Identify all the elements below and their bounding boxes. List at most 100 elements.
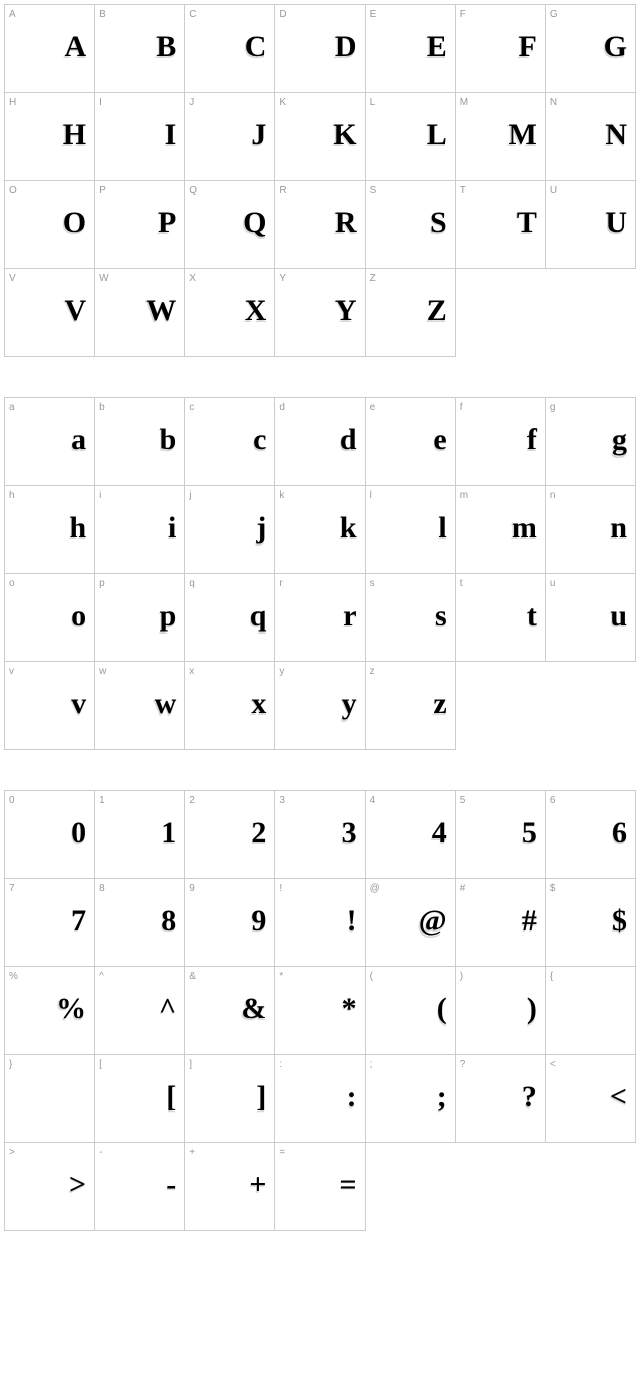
glyph-cell[interactable]: ttt xyxy=(456,574,546,662)
glyph-cell[interactable]: NNN xyxy=(546,93,636,181)
glyph-display: [ xyxy=(128,1073,176,1121)
glyph-cell[interactable]: 555 xyxy=(456,791,546,879)
glyph-cell[interactable]: ^^^ xyxy=(95,967,185,1055)
glyph-cell[interactable]: yyy xyxy=(275,662,365,750)
glyph-cell[interactable]: PPP xyxy=(95,181,185,269)
glyph-cell[interactable]: HHH xyxy=(5,93,95,181)
glyph-cell[interactable]: hhh xyxy=(5,486,95,574)
glyph-cell[interactable]: 888 xyxy=(95,879,185,967)
glyph-cell[interactable]: 777 xyxy=(5,879,95,967)
glyph-cell[interactable]: zzz xyxy=(366,662,456,750)
key-label: W xyxy=(99,273,108,284)
glyph-cell[interactable]: 444 xyxy=(366,791,456,879)
glyph-cell[interactable]: XXX xyxy=(185,269,275,357)
glyph-cell[interactable]: ddd xyxy=(275,398,365,486)
glyph-cell[interactable]: 000 xyxy=(5,791,95,879)
glyph-cell[interactable]: --- xyxy=(95,1143,185,1231)
glyph-cell[interactable]: qqq xyxy=(185,574,275,662)
glyph-cell[interactable]: SSS xyxy=(366,181,456,269)
glyph-cell[interactable]: eee xyxy=(366,398,456,486)
key-label: N xyxy=(550,97,557,108)
glyph-grid: AAABBBCCCDDDEEEFFFGGGHHHIIIJJJKKKLLLMMMN… xyxy=(4,4,636,357)
glyph-cell[interactable]: 999 xyxy=(185,879,275,967)
glyph-cell[interactable]: } xyxy=(5,1055,95,1143)
glyph-cell[interactable]: 666 xyxy=(546,791,636,879)
glyph-cell[interactable]: @@@ xyxy=(366,879,456,967)
glyph-cell[interactable]: xxx xyxy=(185,662,275,750)
glyph-cell[interactable]: !!! xyxy=(275,879,365,967)
glyph-cell[interactable]: uuu xyxy=(546,574,636,662)
glyph-cell[interactable]: GGG xyxy=(546,5,636,93)
glyph-cell[interactable]: %%% xyxy=(5,967,95,1055)
glyph-cell[interactable]: ZZZ xyxy=(366,269,456,357)
key-label: % xyxy=(9,971,18,982)
glyph-wrap: ZZ xyxy=(399,287,447,335)
glyph-cell[interactable]: ??? xyxy=(456,1055,546,1143)
glyph-cell[interactable]: JJJ xyxy=(185,93,275,181)
glyph-cell[interactable]: &&& xyxy=(185,967,275,1055)
glyph-cell[interactable]: WWW xyxy=(95,269,185,357)
glyph-cell[interactable]: ggg xyxy=(546,398,636,486)
empty-cell xyxy=(456,1143,546,1231)
glyph-cell[interactable]: AAA xyxy=(5,5,95,93)
glyph-cell[interactable]: === xyxy=(275,1143,365,1231)
glyph-display: 9 xyxy=(218,897,266,945)
glyph-display: F xyxy=(489,23,537,71)
glyph-cell[interactable]: CCC xyxy=(185,5,275,93)
glyph-cell[interactable]: ooo xyxy=(5,574,95,662)
glyph-cell[interactable]: 111 xyxy=(95,791,185,879)
glyph-cell[interactable]: ;;; xyxy=(366,1055,456,1143)
glyph-cell[interactable]: MMM xyxy=(456,93,546,181)
glyph-cell[interactable]: fff xyxy=(456,398,546,486)
glyph-cell[interactable]: >>> xyxy=(5,1143,95,1231)
glyph-cell[interactable]: UUU xyxy=(546,181,636,269)
key-label: ] xyxy=(189,1059,192,1070)
glyph-cell[interactable]: ::: xyxy=(275,1055,365,1143)
glyph-wrap: dd xyxy=(309,416,357,464)
glyph-cell[interactable]: { xyxy=(546,967,636,1055)
glyph-cell[interactable]: FFF xyxy=(456,5,546,93)
glyph-cell[interactable]: sss xyxy=(366,574,456,662)
glyph-cell[interactable]: bbb xyxy=(95,398,185,486)
glyph-cell[interactable]: OOO xyxy=(5,181,95,269)
glyph-cell[interactable]: TTT xyxy=(456,181,546,269)
glyph-cell[interactable]: ppp xyxy=(95,574,185,662)
glyph-cell[interactable]: 333 xyxy=(275,791,365,879)
glyph-cell[interactable]: BBB xyxy=(95,5,185,93)
glyph-cell[interactable]: III xyxy=(95,93,185,181)
glyph-cell[interactable]: KKK xyxy=(275,93,365,181)
key-label: + xyxy=(189,1147,195,1158)
glyph-cell[interactable]: lll xyxy=(366,486,456,574)
glyph-cell[interactable]: *** xyxy=(275,967,365,1055)
glyph-cell[interactable]: LLL xyxy=(366,93,456,181)
glyph-display: S xyxy=(399,199,447,247)
glyph-cell[interactable]: ### xyxy=(456,879,546,967)
glyph-cell[interactable]: YYY xyxy=(275,269,365,357)
glyph-cell[interactable]: mmm xyxy=(456,486,546,574)
glyph-cell[interactable]: kkk xyxy=(275,486,365,574)
empty-cell xyxy=(366,1143,456,1231)
glyph-cell[interactable]: +++ xyxy=(185,1143,275,1231)
glyph-cell[interactable]: ccc xyxy=(185,398,275,486)
glyph-cell[interactable]: ((( xyxy=(366,967,456,1055)
section-numbers-symbols: 000111222333444555666 777888999!!!@@@###$… xyxy=(4,790,636,1231)
glyph-cell[interactable]: DDD xyxy=(275,5,365,93)
glyph-cell[interactable]: 222 xyxy=(185,791,275,879)
glyph-cell[interactable]: jjj xyxy=(185,486,275,574)
glyph-cell[interactable]: ]]] xyxy=(185,1055,275,1143)
glyph-cell[interactable]: RRR xyxy=(275,181,365,269)
glyph-cell[interactable]: vvv xyxy=(5,662,95,750)
glyph-cell[interactable]: QQQ xyxy=(185,181,275,269)
key-label: T xyxy=(460,185,466,196)
glyph-cell[interactable]: [[[ xyxy=(95,1055,185,1143)
glyph-cell[interactable]: www xyxy=(95,662,185,750)
glyph-cell[interactable]: rrr xyxy=(275,574,365,662)
glyph-cell[interactable]: ))) xyxy=(456,967,546,1055)
glyph-cell[interactable]: nnn xyxy=(546,486,636,574)
glyph-cell[interactable]: iii xyxy=(95,486,185,574)
glyph-cell[interactable]: aaa xyxy=(5,398,95,486)
glyph-cell[interactable]: VVV xyxy=(5,269,95,357)
glyph-cell[interactable]: <<< xyxy=(546,1055,636,1143)
glyph-cell[interactable]: $$$ xyxy=(546,879,636,967)
glyph-cell[interactable]: EEE xyxy=(366,5,456,93)
